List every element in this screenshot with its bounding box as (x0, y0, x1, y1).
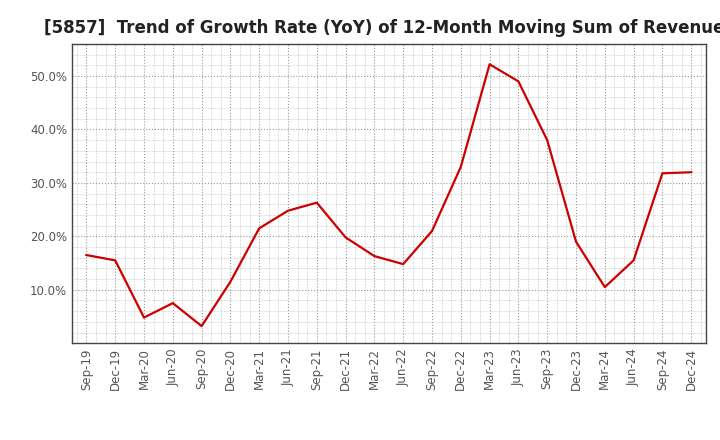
Title: [5857]  Trend of Growth Rate (YoY) of 12-Month Moving Sum of Revenues: [5857] Trend of Growth Rate (YoY) of 12-… (44, 19, 720, 37)
